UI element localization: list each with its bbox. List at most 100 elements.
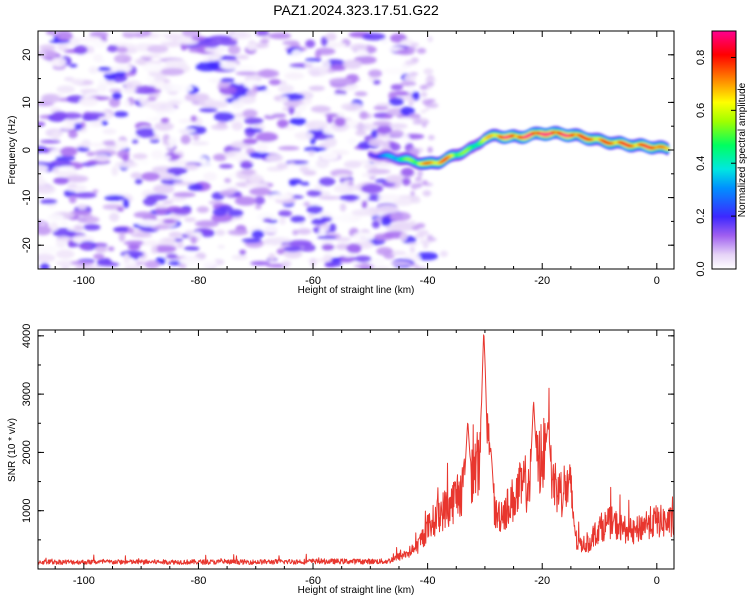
noise-cell	[236, 54, 250, 60]
x-tick-label: 0	[654, 575, 660, 587]
noise-cell	[245, 182, 270, 188]
noise-cell	[319, 152, 339, 161]
noise-cell	[314, 183, 324, 192]
noise-cell	[411, 225, 420, 231]
noise-cell	[105, 189, 116, 197]
noise-cell	[235, 71, 259, 76]
noise-cell	[150, 224, 171, 230]
noise-cell	[38, 184, 56, 195]
y-tick-label: 2000	[21, 440, 33, 464]
noise-cell	[321, 60, 331, 70]
noise-cell	[375, 102, 393, 107]
noise-cell	[67, 183, 78, 188]
noise-cell	[217, 244, 226, 249]
noise-cell	[414, 178, 422, 182]
noise-cell	[348, 216, 362, 221]
noise-cell	[181, 31, 201, 38]
noise-cell	[268, 253, 276, 261]
noise-cell	[235, 64, 257, 71]
noise-cell	[132, 153, 148, 160]
noise-cell	[150, 149, 164, 160]
y-tick-label: -20	[21, 237, 33, 253]
noise-cell	[406, 242, 418, 246]
x-tick-label: -80	[190, 275, 206, 287]
noise-cell	[218, 80, 231, 89]
noise-cell	[299, 166, 310, 173]
noise-cell	[116, 46, 128, 54]
noise-cell	[227, 209, 244, 217]
noise-cell	[324, 261, 343, 267]
noise-cell	[291, 49, 303, 59]
snr-x-axis: -100 -80 -60 -40 -20 0	[54, 330, 660, 587]
noise-cell	[249, 151, 270, 159]
noise-cell	[219, 61, 240, 70]
colorbar-tick-label: 0.4	[695, 156, 707, 171]
noise-cell	[404, 60, 417, 66]
noise-cell	[428, 134, 435, 141]
snr-background	[38, 330, 674, 569]
noise-cell	[169, 196, 187, 202]
noise-cell	[254, 196, 266, 205]
noise-cell	[413, 117, 418, 123]
noise-cell	[82, 112, 106, 118]
noise-cell	[343, 160, 362, 169]
noise-cell	[420, 91, 428, 98]
noise-cell	[283, 249, 303, 259]
noise-cell	[127, 133, 138, 140]
x-tick-label: -60	[305, 575, 321, 587]
noise-cell	[257, 69, 280, 78]
noise-cell	[249, 187, 272, 196]
noise-cell	[335, 174, 351, 178]
noise-cell	[335, 243, 350, 251]
noise-cell	[142, 62, 165, 73]
noise-cell	[194, 220, 219, 228]
noise-cell	[215, 229, 226, 236]
noise-cell	[265, 154, 284, 162]
x-tick-label: -100	[73, 275, 95, 287]
noise-cell	[109, 88, 122, 93]
noise-cell	[116, 207, 124, 212]
noise-cell	[189, 61, 199, 66]
noise-cell	[420, 110, 427, 114]
noise-cell	[307, 66, 329, 77]
noise-cell	[90, 142, 105, 148]
noise-cell	[183, 246, 200, 252]
noise-cell	[389, 211, 411, 222]
noise-cell	[280, 80, 287, 85]
noise-cell	[154, 122, 174, 131]
noise-cell	[38, 253, 56, 263]
noise-cell	[77, 215, 100, 224]
noise-cell	[59, 146, 78, 157]
noise-cell	[127, 227, 135, 234]
noise-cell	[162, 200, 174, 205]
noise-cell	[59, 165, 75, 172]
noise-cell	[88, 66, 99, 74]
noise-cell	[181, 200, 199, 206]
noise-cell	[184, 217, 197, 223]
noise-cell	[39, 139, 61, 144]
noise-cell	[212, 207, 228, 217]
noise-cell	[105, 79, 115, 86]
noise-cell	[422, 242, 429, 249]
noise-cell	[93, 253, 105, 260]
noise-cell	[70, 260, 95, 266]
noise-cell	[231, 31, 253, 40]
noise-cell	[368, 138, 385, 147]
noise-cell	[322, 127, 335, 135]
noise-cell	[383, 67, 407, 75]
noise-cell	[439, 250, 448, 258]
noise-cell	[64, 175, 89, 183]
noise-cell	[424, 78, 437, 82]
noise-cell	[123, 253, 130, 263]
noise-cell	[404, 73, 417, 82]
noise-cell	[305, 58, 322, 62]
y-tick-label: 1000	[21, 498, 33, 522]
noise-cell	[133, 211, 154, 219]
noise-cell	[330, 257, 342, 263]
noise-cell	[408, 263, 420, 268]
noise-cell	[376, 204, 400, 214]
noise-cell	[421, 265, 427, 269]
noise-cell	[317, 235, 338, 240]
noise-cell	[227, 229, 249, 236]
